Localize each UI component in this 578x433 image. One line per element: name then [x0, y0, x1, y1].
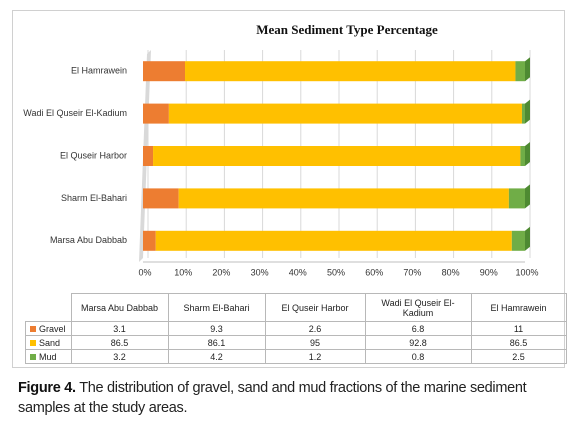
legend-label: Sand — [39, 337, 61, 348]
table-header: Wadi El Quseir El-Kadium — [364, 293, 472, 322]
x-tick-label: 70% — [403, 267, 421, 277]
y-tick-label: El Quseir Harbor — [60, 150, 127, 160]
legend-label: Gravel — [39, 323, 66, 334]
bar-depth — [525, 57, 530, 82]
caption-text: The distribution of gravel, sand and mud… — [18, 380, 527, 416]
chart-title: Mean Sediment Type Percentage — [256, 22, 438, 37]
x-tick-label: 40% — [289, 267, 307, 277]
data-table: Marsa Abu Dabbab Sharm El-Bahari El Quseir… — [25, 293, 567, 364]
bar-segment — [185, 61, 516, 82]
x-tick-label: 50% — [327, 267, 345, 277]
table-cell: 0.8 — [364, 349, 472, 364]
bar-depth — [525, 99, 530, 124]
x-tick-label: 0% — [138, 267, 151, 277]
y-tick-label: Wadi El Quseir El-Kadium — [23, 108, 127, 118]
table-cell: 86.5 — [70, 335, 169, 350]
table-header: El Hamrawein — [470, 293, 567, 322]
table-cell: 11 — [470, 321, 567, 336]
legend-label: Mud — [39, 351, 57, 362]
table-header-row: Marsa Abu Dabbab Sharm El-Bahari El Quseir… — [26, 293, 567, 322]
table-row: Sand 86.5 86.1 95 92.8 86.5 — [25, 335, 567, 350]
bar-depth — [525, 142, 530, 166]
bar-segment — [143, 146, 154, 166]
chart: Mean Sediment Type Percentage 0% 10% 20% 30… — [23, 22, 538, 277]
table-row-label: Gravel — [25, 321, 72, 336]
table-cell: 1.2 — [264, 349, 366, 364]
bar-segment — [508, 188, 525, 209]
table-header: Marsa Abu Dabbab — [70, 293, 169, 322]
x-tick-label: 20% — [212, 267, 230, 277]
table-cell: 86.5 — [470, 335, 567, 350]
x-tick-label: 80% — [442, 267, 460, 277]
caption-label: Figure 4. — [18, 380, 76, 396]
bar-segment — [521, 103, 525, 124]
table-cell: 86.1 — [167, 335, 266, 350]
table-cell: 9.3 — [167, 321, 266, 336]
legend-key — [30, 353, 36, 360]
y-tick-label: Sharm El-Bahari — [61, 193, 127, 203]
bar-segment — [153, 146, 521, 166]
x-tick-label: 60% — [365, 267, 383, 277]
table-header: Sharm El-Bahari — [167, 293, 266, 322]
bar-segment — [520, 146, 525, 166]
caption: Figure 4. The distribution of gravel, sa… — [18, 378, 566, 418]
y-tick-label: El Hamrawein — [71, 66, 127, 76]
table-header: El Quseir Harbor — [264, 293, 366, 322]
table-cell: 3.2 — [70, 349, 169, 364]
table-cell: 6.8 — [364, 321, 472, 336]
table-cell: 95 — [264, 335, 366, 350]
y-tick-label: Marsa Abu Dabbab — [50, 235, 127, 245]
table-cell: 2.6 — [264, 321, 366, 336]
bar-depth — [525, 184, 530, 209]
table-cell: 4.2 — [167, 349, 266, 364]
table-row: Gravel 3.1 9.3 2.6 6.8 11 — [25, 321, 567, 336]
x-tick-label: 100% — [515, 267, 538, 277]
bar-segment — [511, 230, 525, 251]
bar-segment — [515, 61, 525, 82]
bar-segment — [168, 103, 522, 124]
chart-frame — [12, 10, 565, 368]
x-tick-label: 90% — [480, 267, 498, 277]
legend-key — [30, 339, 36, 346]
table-cell: 3.1 — [70, 321, 169, 336]
bar-segment — [155, 230, 512, 251]
table-row-label: Sand — [25, 335, 72, 350]
bar-depth — [525, 226, 530, 251]
table-row: Mud 3.2 4.2 1.2 0.8 2.5 — [25, 349, 567, 364]
bar-segment — [143, 103, 169, 124]
table-row-label: Mud — [25, 349, 72, 364]
bar-segment — [178, 188, 509, 209]
x-tick-label: 30% — [251, 267, 269, 277]
bar-segment — [143, 188, 179, 209]
table-cell: 2.5 — [470, 349, 567, 364]
table-corner — [26, 294, 72, 322]
bar-segment — [143, 230, 156, 251]
x-tick-label: 10% — [174, 267, 192, 277]
table-cell: 92.8 — [364, 335, 472, 350]
bar-segment — [143, 61, 186, 82]
legend-key — [30, 325, 36, 332]
